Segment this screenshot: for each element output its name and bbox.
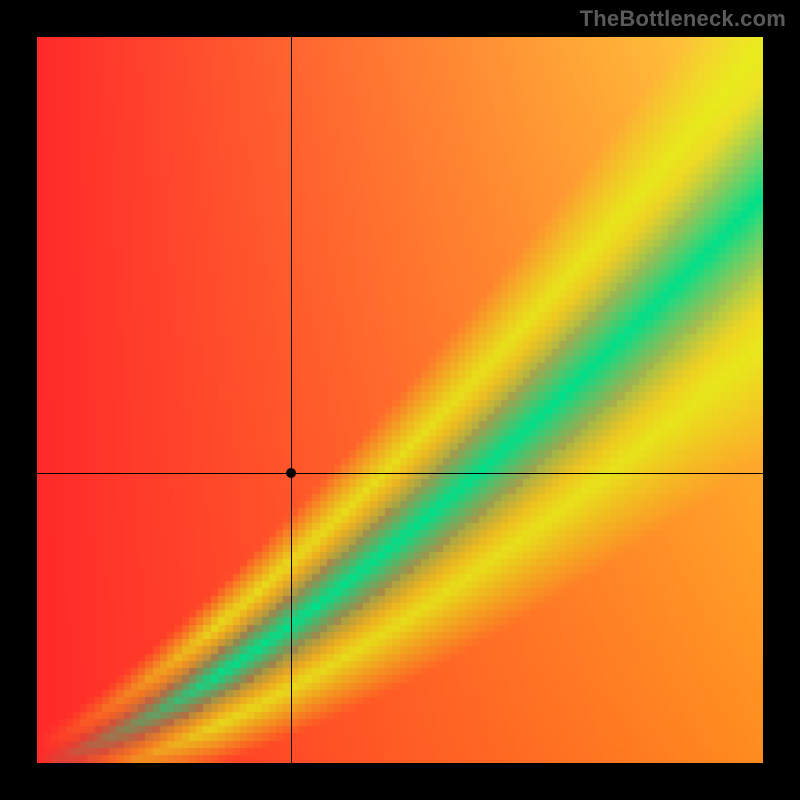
crosshair-vertical <box>291 37 292 763</box>
heatmap-canvas <box>37 37 763 763</box>
crosshair-horizontal <box>37 473 763 474</box>
watermark-label: TheBottleneck.com <box>580 6 786 32</box>
plot-area <box>37 37 763 763</box>
chart-container: TheBottleneck.com <box>0 0 800 800</box>
marker-dot <box>286 468 296 478</box>
